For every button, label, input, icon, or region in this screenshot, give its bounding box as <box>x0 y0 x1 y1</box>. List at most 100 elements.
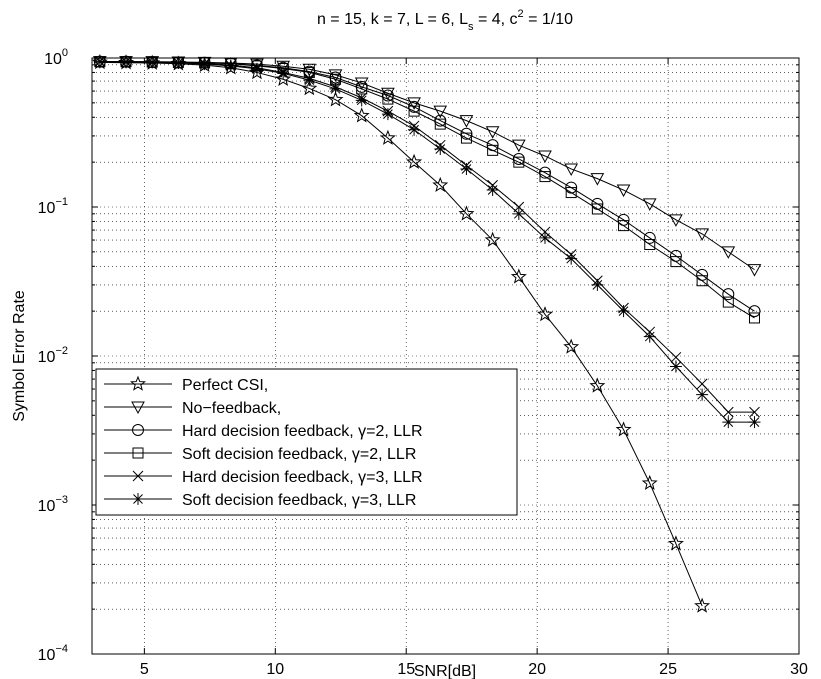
chart-title-end: = 1/10 <box>524 11 573 28</box>
data-point <box>328 69 343 82</box>
data-point <box>618 220 630 232</box>
data-point <box>513 156 525 168</box>
data-point <box>539 231 552 244</box>
data-point <box>381 108 394 121</box>
x-tick-label: 5 <box>140 661 149 678</box>
data-point <box>616 184 631 198</box>
y-tick-label: 10−4 <box>38 643 68 664</box>
data-point <box>277 67 290 80</box>
legend-label: Perfect CSI, <box>182 377 268 394</box>
data-point <box>670 351 682 363</box>
x-tick-label: 30 <box>790 661 808 678</box>
data-point <box>615 421 632 437</box>
data-point <box>250 62 263 75</box>
data-point <box>539 171 551 183</box>
data-point <box>131 401 145 415</box>
data-point <box>722 288 735 301</box>
data-point <box>458 205 475 221</box>
data-point <box>302 63 317 77</box>
legend-item: No−feedback, <box>104 400 281 417</box>
data-point <box>512 207 525 220</box>
data-point <box>407 97 421 110</box>
y-tick-label: 100 <box>44 47 68 68</box>
data-point <box>748 312 760 324</box>
data-point <box>459 115 474 128</box>
series-layer <box>91 53 762 613</box>
data-point <box>642 198 657 211</box>
data-point <box>327 91 344 107</box>
data-point <box>748 416 761 429</box>
y-axis-label: Symbol Error Rate <box>11 290 28 422</box>
grid <box>92 58 799 654</box>
data-point <box>748 305 761 318</box>
series-2 <box>93 56 762 277</box>
data-point <box>667 535 684 551</box>
legend-label: Soft decision feedback, γ=2, LLR <box>182 446 416 463</box>
legend-label: Hard decision feedback, γ=3, LLR <box>182 469 423 486</box>
y-tick-label-exponent: −2 <box>55 345 68 357</box>
y-tick-label-base: 10 <box>44 51 62 68</box>
data-point <box>696 275 708 287</box>
series-line <box>99 61 755 271</box>
data-point <box>641 474 658 491</box>
data-point <box>617 305 630 318</box>
data-point <box>408 123 421 136</box>
series-line <box>99 61 755 312</box>
data-point <box>590 173 605 186</box>
data-point <box>510 268 527 284</box>
x-tick-label: 15 <box>397 661 415 678</box>
data-point <box>589 377 606 393</box>
legend-label: Hard decision feedback, γ=2, LLR <box>182 423 423 440</box>
data-point <box>669 360 682 373</box>
y-tick-label: 10−3 <box>38 494 68 515</box>
legend-item: Soft decision feedback, γ=3, LLR <box>104 492 416 509</box>
data-point <box>487 144 499 156</box>
data-point <box>747 264 762 277</box>
legend-label: Soft decision feedback, γ=3, LLR <box>182 492 416 509</box>
data-point <box>486 184 499 197</box>
data-point <box>433 105 448 119</box>
y-tick-label-exponent: −4 <box>55 643 68 655</box>
chart-title-sup: 2 <box>518 8 524 20</box>
legend-item: Soft decision feedback, γ=2, LLR <box>104 446 416 463</box>
chart-title-sub: s <box>468 21 474 33</box>
data-point <box>329 82 342 95</box>
y-tick-label-base: 10 <box>38 647 56 664</box>
data-point <box>353 107 370 123</box>
legend: Perfect CSI, No−feedback, Hard decision fe… <box>95 368 518 516</box>
data-point <box>722 406 734 418</box>
data-point <box>484 231 501 247</box>
data-point <box>669 214 683 227</box>
data-point <box>565 252 578 265</box>
series-6 <box>93 55 761 429</box>
legend-box <box>95 368 518 516</box>
chart-title-base: n = 15, k = 7, L = 6, L <box>317 11 468 28</box>
series-4 <box>94 56 760 324</box>
data-point <box>538 150 552 164</box>
data-point <box>511 139 526 153</box>
data-point <box>276 60 290 74</box>
data-point <box>537 306 553 322</box>
data-point <box>722 416 735 429</box>
data-point <box>120 56 133 69</box>
data-point <box>379 129 396 145</box>
x-tick-label: 20 <box>528 661 546 678</box>
data-point <box>132 447 144 459</box>
data-point <box>355 94 368 107</box>
data-point <box>132 493 144 505</box>
chart-title-mid: = 4, c <box>474 11 518 28</box>
data-point <box>172 57 185 70</box>
data-point <box>406 153 423 169</box>
data-point <box>432 176 449 193</box>
legend-item: Perfect CSI, <box>104 375 268 394</box>
y-tick-label: 10−2 <box>38 345 68 366</box>
data-point <box>565 187 577 199</box>
x-tick-label: 10 <box>266 661 284 678</box>
data-point <box>591 278 604 291</box>
data-point <box>460 132 472 144</box>
data-point <box>460 162 473 175</box>
data-point <box>722 296 734 308</box>
data-point <box>563 338 580 354</box>
